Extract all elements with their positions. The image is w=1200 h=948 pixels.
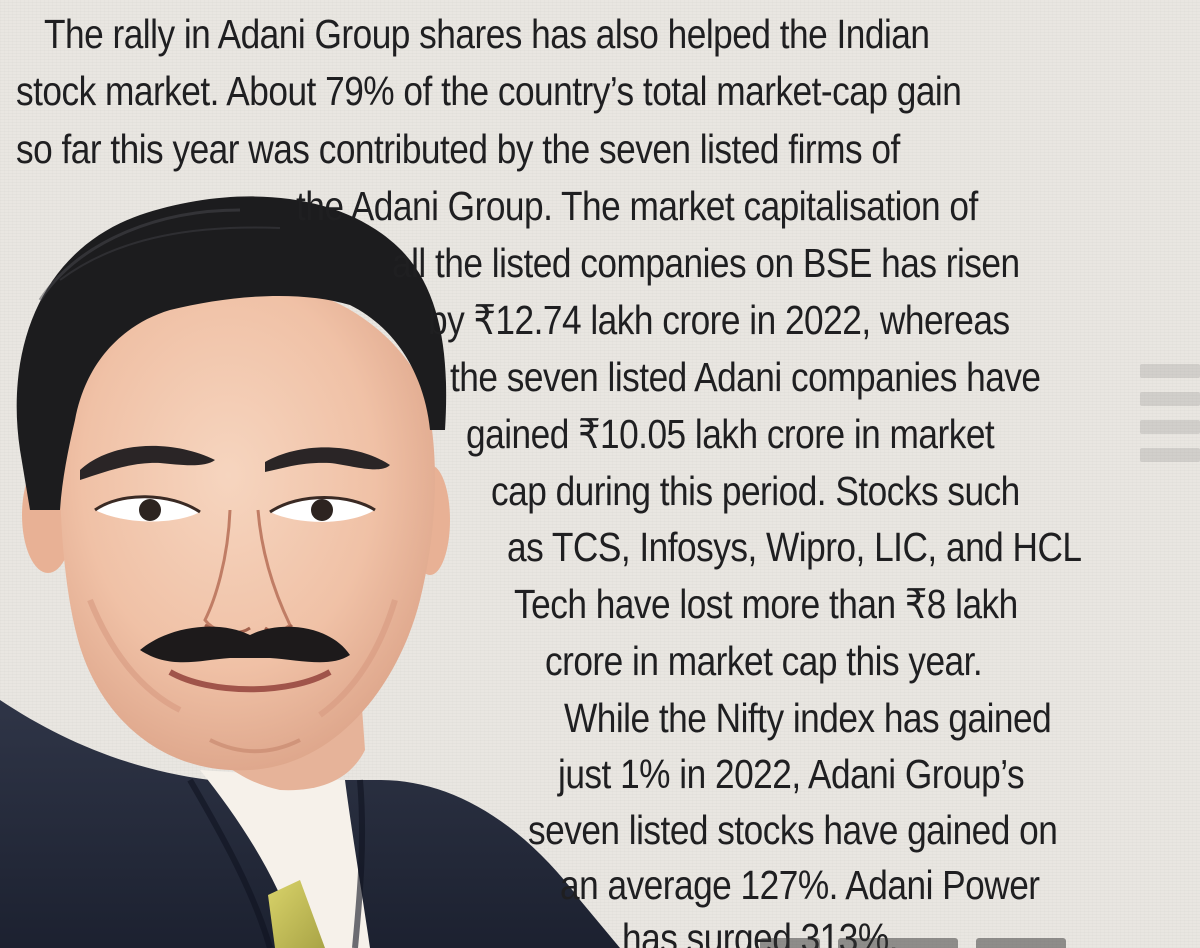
tie-shape xyxy=(268,880,325,948)
article-line-2: stock market. About 79% of the country’s… xyxy=(16,68,962,114)
right-eyebrow xyxy=(265,447,390,472)
mustache-shape xyxy=(140,626,350,663)
face-shape xyxy=(59,278,436,771)
article-line-10: as TCS, Infosys, Wipro, LIC, and HCL xyxy=(507,524,1082,570)
article-line-11: Tech have lost more than ₹8 lakh xyxy=(514,581,1018,627)
shirt-collar xyxy=(200,770,370,948)
cut-off-line xyxy=(760,930,1200,948)
article-line-3: so far this year was contributed by the … xyxy=(16,126,900,172)
article-line-4: the Adani Group. The market capitalisati… xyxy=(296,183,978,229)
article-line-16: an average 127%. Adani Power xyxy=(560,862,1040,908)
article-line-13: While the Nifty index has gained xyxy=(564,695,1052,741)
article-line-12: crore in market cap this year. xyxy=(545,638,983,684)
article-line-14: just 1% in 2022, Adani Group’s xyxy=(558,751,1025,797)
mouth-shape xyxy=(168,669,332,693)
hair-shape xyxy=(16,196,447,510)
article-line-8: gained ₹10.05 lakh crore in market xyxy=(466,411,995,457)
left-eyebrow xyxy=(80,445,215,480)
article-line-6: by ₹12.74 lakh crore in 2022, whereas xyxy=(428,297,1010,343)
article-line-9: cap during this period. Stocks such xyxy=(491,468,1020,514)
article-line-5: all the listed companies on BSE has rise… xyxy=(392,240,1020,286)
article-line-15: seven listed stocks have gained on xyxy=(528,807,1058,853)
article-line-1: The rally in Adani Group shares has also… xyxy=(44,11,930,57)
portrait-illustration xyxy=(0,196,620,948)
adjacent-column-bleed xyxy=(1140,350,1200,550)
article-line-7: the seven listed Adani companies have xyxy=(450,354,1041,400)
